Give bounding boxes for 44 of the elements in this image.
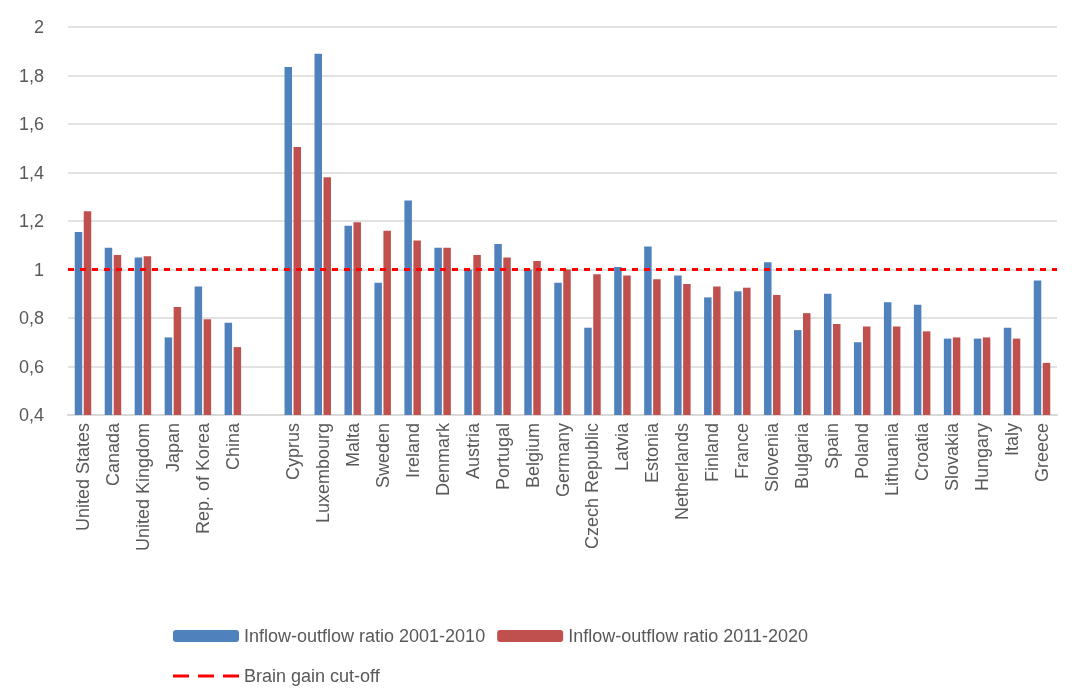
x-tick-label: Rep. of Korea xyxy=(192,422,213,535)
x-tick-label: Japan xyxy=(162,423,183,473)
x-tick-label: Austria xyxy=(462,422,483,480)
y-tick-label: 1,2 xyxy=(18,211,44,231)
x-tick-label: Croatia xyxy=(912,422,933,482)
legend-label: Inflow-outflow ratio 2011-2020 xyxy=(568,626,808,646)
y-tick-label: 1,8 xyxy=(18,65,44,86)
x-tick-label: Italy xyxy=(1002,423,1023,457)
x-tick-label: Netherlands xyxy=(672,423,693,521)
x-tick-label: United States xyxy=(72,423,93,532)
y-tick-label: 0,4 xyxy=(18,405,44,425)
legend-label: Brain gain cut-off xyxy=(244,666,381,686)
x-tick-label: Spain xyxy=(822,423,843,470)
x-tick-label: Poland xyxy=(852,423,873,480)
y-tick-label: 1 xyxy=(33,259,44,280)
x-tick-label: Belgium xyxy=(522,423,543,489)
x-tick-label: United Kingdom xyxy=(132,423,153,552)
x-tick-label: Germany xyxy=(552,423,573,498)
x-tick-label: Greece xyxy=(1032,423,1053,483)
x-tick-label: China xyxy=(222,422,243,471)
y-tick-label: 0,8 xyxy=(18,308,44,328)
y-tick-label: 2 xyxy=(33,17,44,37)
x-tick-label: Finland xyxy=(702,423,723,483)
x-tick-label: Lithuania xyxy=(882,422,903,497)
x-tick-label: Bulgaria xyxy=(792,422,813,490)
x-tick-label: Sweden xyxy=(372,423,393,489)
y-tick-label: 1,6 xyxy=(18,114,44,134)
x-tick-label: Ireland xyxy=(402,423,423,479)
x-tick-label: Slovakia xyxy=(942,422,963,492)
x-tick-label: Canada xyxy=(102,422,123,487)
x-tick-label: Estonia xyxy=(642,422,663,484)
x-tick-label: Luxembourg xyxy=(312,423,333,524)
x-tick-label: Hungary xyxy=(972,423,993,492)
legend-label: Inflow-outflow ratio 2001-2010 xyxy=(244,626,486,646)
x-tick-label: Malta xyxy=(342,422,363,468)
x-tick-label: Slovenia xyxy=(762,422,783,493)
x-tick-label: Cyprus xyxy=(282,423,303,481)
x-tick-label: Portugal xyxy=(492,423,513,491)
x-tick-label: Latvia xyxy=(612,422,633,472)
y-tick-label: 1,4 xyxy=(18,162,44,183)
x-tick-label: Czech Republic xyxy=(582,423,603,550)
y-tick-label: 0,6 xyxy=(18,356,44,377)
x-tick-label: France xyxy=(732,423,753,480)
x-tick-label: Denmark xyxy=(432,422,453,497)
